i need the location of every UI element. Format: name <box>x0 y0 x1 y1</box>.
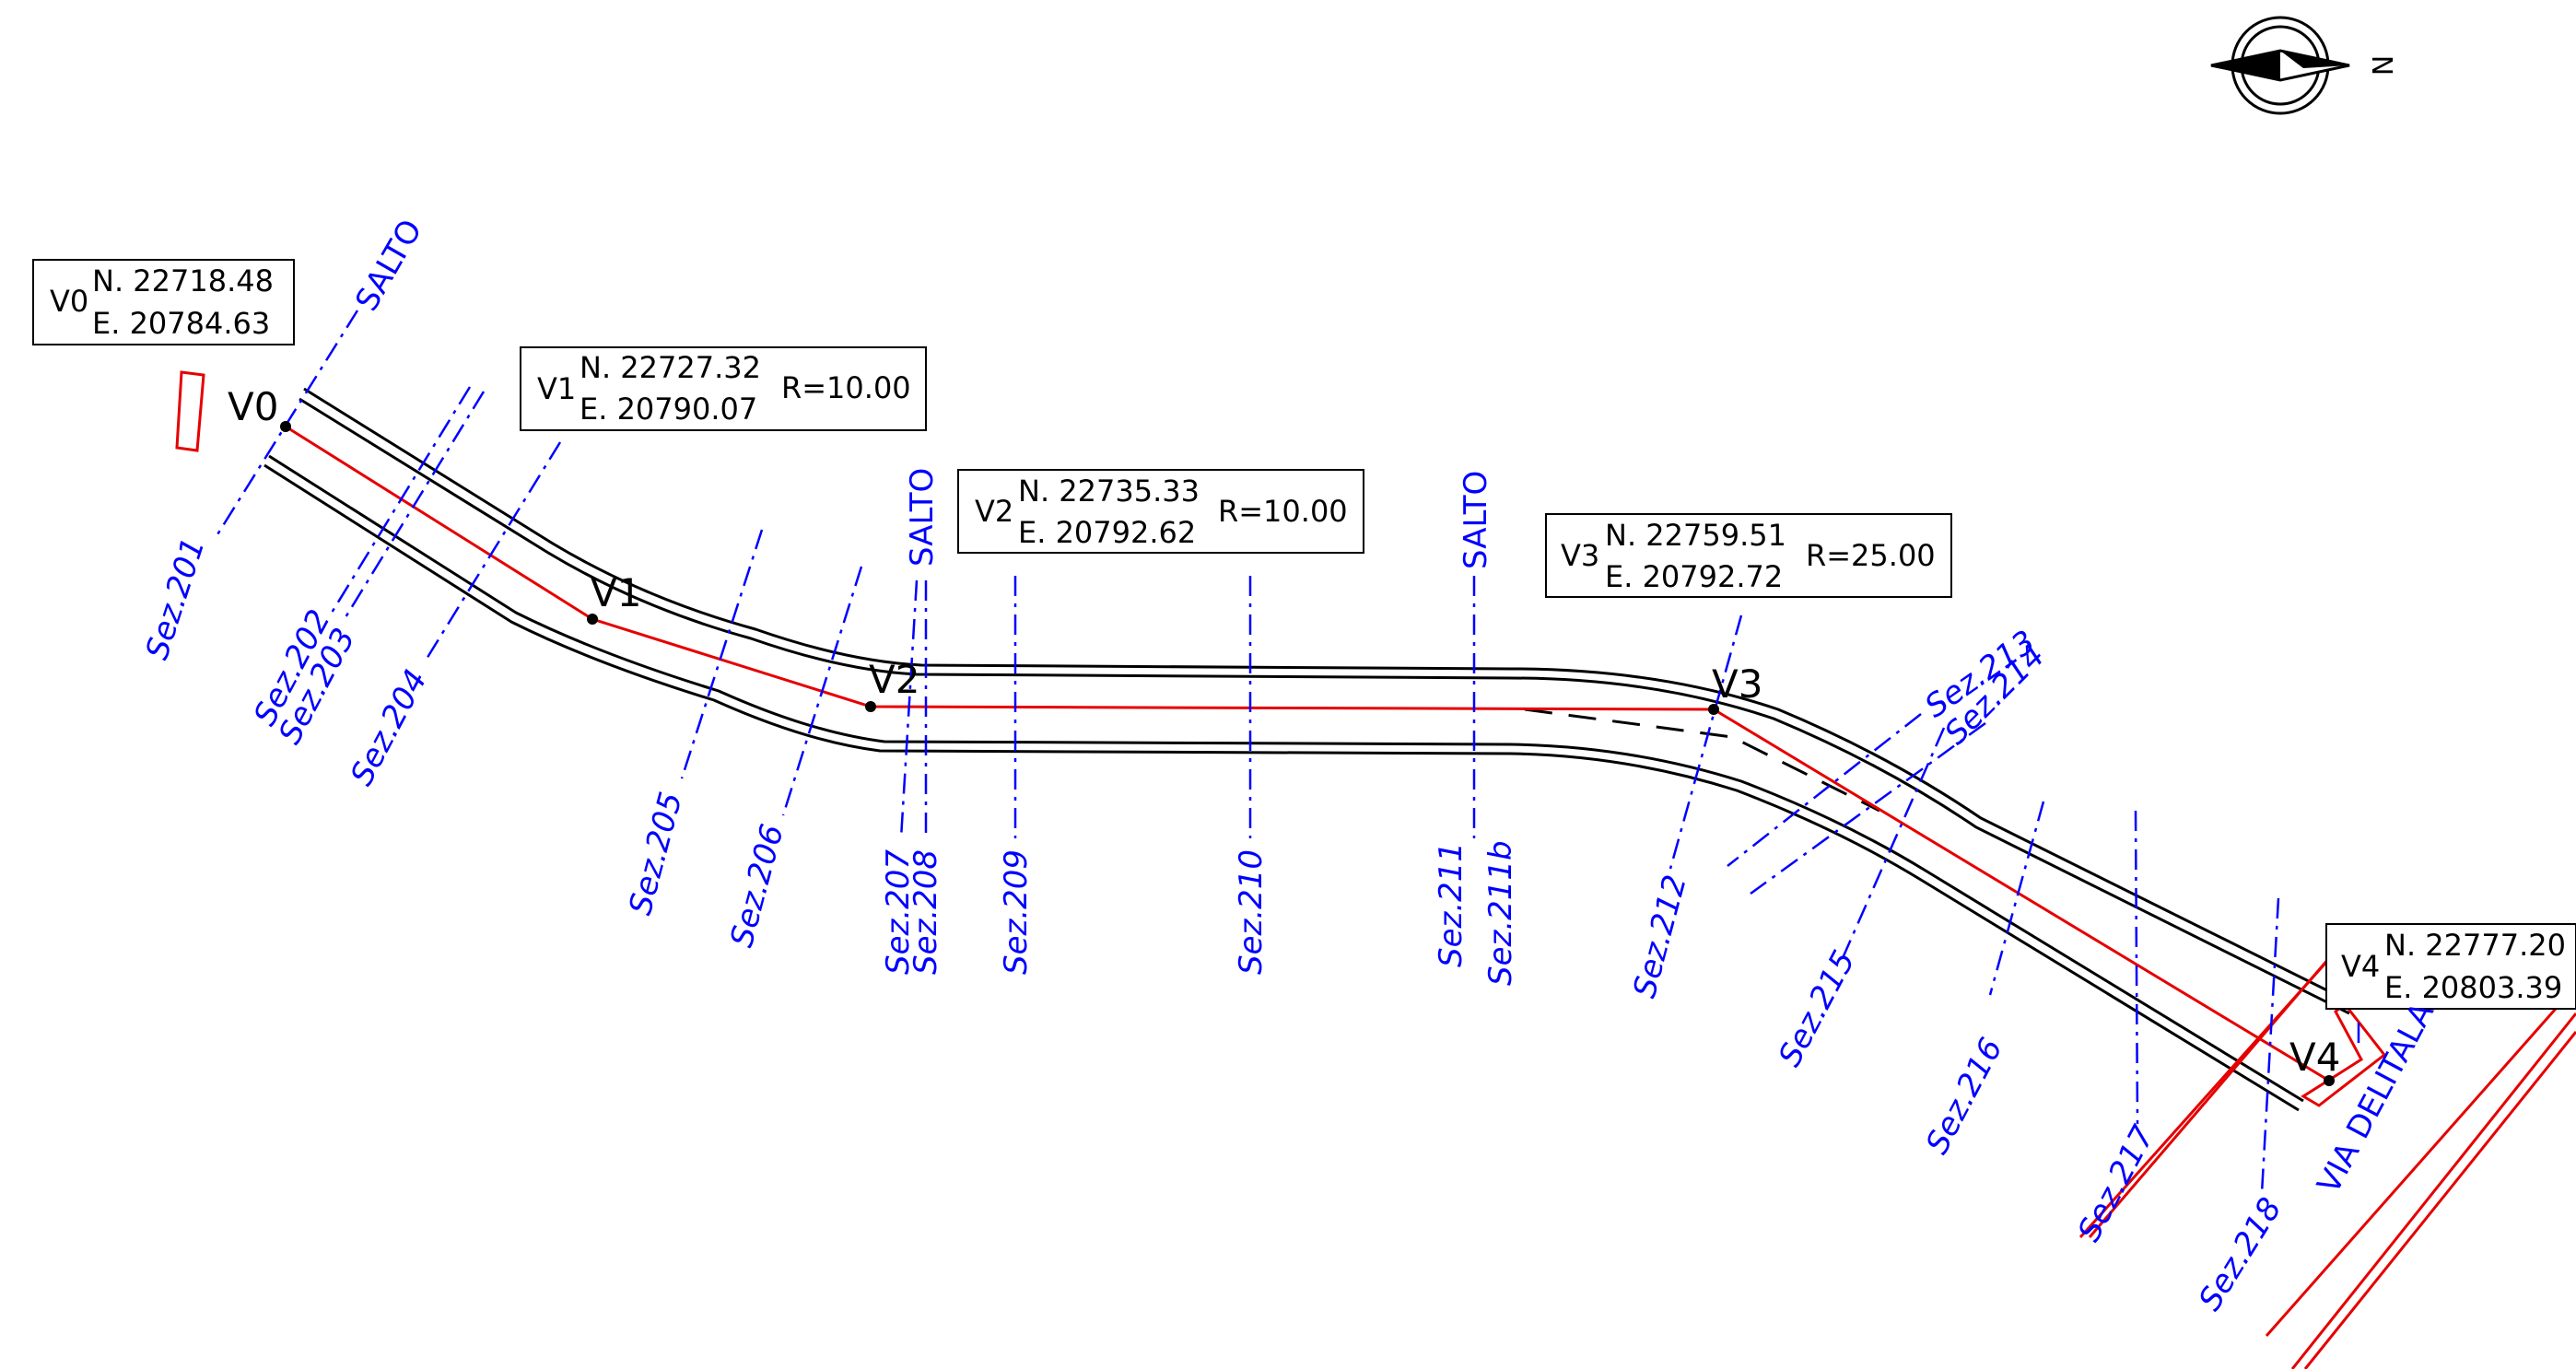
road-edge-lower-inner <box>268 454 2304 1103</box>
svg-text:N. 22759.51: N. 22759.51 <box>1605 518 1786 553</box>
vertex-label-v1: V1 <box>591 570 641 615</box>
section-labels: Sez.201 Sez.202 Sez.203 Sez.204 Sez.205 … <box>139 533 2289 1317</box>
salto-label: SALTO <box>348 214 429 318</box>
section-label: Sez.209 <box>998 849 1035 975</box>
section-label: Sez.207 <box>880 849 917 975</box>
vertex-label-v3: V3 <box>1712 661 1762 707</box>
coord-box-v4: V4 N. 22777.20 E. 20803.39 <box>2325 923 2576 1010</box>
svg-text:V3: V3 <box>1561 538 1599 573</box>
red-box-right <box>2301 1001 2387 1107</box>
svg-text:E. 20790.07: E. 20790.07 <box>580 392 757 427</box>
svg-text:R=25.00: R=25.00 <box>1806 538 1936 573</box>
north-label: N <box>2365 55 2397 76</box>
road-edge-upper-inner <box>299 397 2350 1015</box>
coord-box-v2: V2 N. 22735.33 E. 20792.62 R=10.00 <box>957 469 1364 554</box>
road-edges <box>263 387 2356 1112</box>
svg-text:E. 20792.62: E. 20792.62 <box>1018 515 1196 550</box>
section-label: Sez.210 <box>1233 849 1270 975</box>
vertex-label-v4: V4 <box>2289 1035 2340 1080</box>
coord-box-v3: V3 N. 22759.51 E. 20792.72 R=25.00 <box>1545 513 1952 598</box>
section-label: Sez.212 <box>1626 872 1694 1002</box>
svg-text:N. 22735.33: N. 22735.33 <box>1018 474 1200 509</box>
section-label: Sez.215 <box>1772 944 1863 1072</box>
vertex-label-v2: V2 <box>869 657 919 702</box>
north-arrow-icon: N <box>2210 16 2397 115</box>
salto-label: SALTO <box>904 468 941 567</box>
svg-text:V4: V4 <box>2341 949 2380 984</box>
section-label: Sez.218 <box>2192 1191 2289 1317</box>
svg-text:N. 22727.32: N. 22727.32 <box>580 350 761 385</box>
section-label: Sez.208 <box>907 849 944 975</box>
road-edge-lower-outer <box>263 463 2300 1112</box>
svg-text:R=10.00: R=10.00 <box>781 370 911 405</box>
svg-text:N. 22718.48: N. 22718.48 <box>92 263 274 298</box>
svg-text:R=10.00: R=10.00 <box>1218 494 1348 529</box>
road-edge-upper-outer <box>303 387 2356 1006</box>
section-label: Sez.204 <box>344 663 435 791</box>
section-label: Sez.216 <box>1919 1032 2010 1160</box>
section-label: Sez.205 <box>622 789 690 919</box>
svg-text:E. 20784.63: E. 20784.63 <box>92 306 270 341</box>
red-features <box>175 370 2576 1369</box>
section-label: Sez.206 <box>723 821 791 952</box>
svg-text:E. 20792.72: E. 20792.72 <box>1605 559 1783 594</box>
salto-label: SALTO <box>1458 471 1494 569</box>
svg-text:V1: V1 <box>537 371 576 406</box>
svg-text:E. 20803.39: E. 20803.39 <box>2384 970 2562 1005</box>
coord-box-v0: V0 N. 22718.48 E. 20784.63 <box>32 259 295 345</box>
red-box-left <box>175 370 205 452</box>
svg-text:N. 22777.20: N. 22777.20 <box>2384 928 2566 963</box>
vertex-label-v0: V0 <box>228 384 278 429</box>
svg-text:V0: V0 <box>50 284 88 319</box>
coord-box-v1: V1 N. 22727.32 E. 20790.07 R=10.00 <box>520 346 927 431</box>
section-label: Sez.211b <box>1482 840 1519 986</box>
section-label: Sez.217 <box>2071 1119 2162 1247</box>
section-label: Sez.201 <box>139 533 213 664</box>
vertex-markers <box>280 421 2335 1086</box>
section-label: Sez.211 <box>1433 842 1469 967</box>
section-lines <box>213 310 2360 1194</box>
svg-text:V2: V2 <box>975 494 1013 529</box>
dashed-chord <box>1524 708 1880 813</box>
